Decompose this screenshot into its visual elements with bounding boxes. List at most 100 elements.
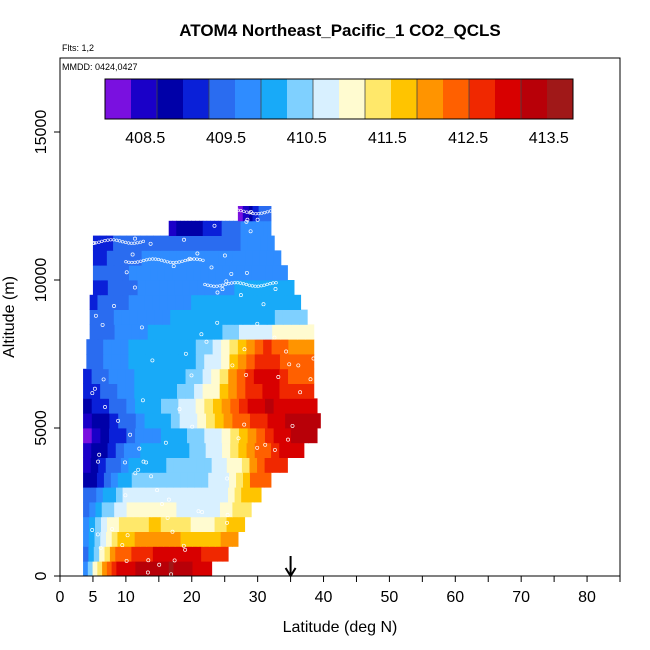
heatmap-cell xyxy=(159,383,170,399)
heatmap-cell xyxy=(117,531,124,547)
heatmap-cell xyxy=(221,428,231,444)
heatmap-cell xyxy=(177,368,187,384)
heatmap-cell xyxy=(264,398,275,414)
heatmap-cell xyxy=(169,531,176,547)
flights-note: Flts: 1,2 xyxy=(62,43,94,53)
heatmap-cell xyxy=(183,294,192,310)
heatmap-cell xyxy=(241,457,251,473)
heatmap-cell xyxy=(91,398,101,414)
heatmap-cell xyxy=(190,546,197,562)
heatmap-cell xyxy=(222,442,231,458)
heatmap-cell xyxy=(296,354,306,370)
heatmap-cell xyxy=(229,265,238,281)
heatmap-cell xyxy=(221,354,231,370)
y-tick-label: 0 xyxy=(33,571,50,580)
heatmap-cell xyxy=(260,235,269,251)
track-point xyxy=(94,241,98,245)
sample-point xyxy=(112,304,116,308)
heatmap-cell xyxy=(121,309,131,325)
heatmap-cell xyxy=(134,383,144,399)
heatmap-cell xyxy=(251,220,257,236)
colorbar-segment xyxy=(105,79,132,119)
heatmap-cell xyxy=(120,294,130,310)
heatmap-cell xyxy=(230,398,240,414)
sample-point xyxy=(124,558,129,563)
heatmap-cell xyxy=(221,339,231,355)
heatmap-cell xyxy=(152,294,161,310)
heatmap-cell xyxy=(100,428,110,444)
track-point xyxy=(242,209,246,213)
colorbar-segment xyxy=(313,79,340,119)
heatmap-cell xyxy=(264,428,275,444)
heatmap-cell xyxy=(284,294,294,310)
heatmap-cell xyxy=(238,428,249,444)
heatmap-cell xyxy=(100,516,108,532)
sample-point xyxy=(255,445,260,450)
heatmap-cell xyxy=(194,383,204,399)
heatmap-cell xyxy=(264,457,273,473)
heatmap-cell xyxy=(91,383,101,399)
heatmap-cell xyxy=(271,354,281,370)
heatmap-cell xyxy=(142,487,150,503)
heatmap-cell xyxy=(220,516,228,532)
heatmap-cell xyxy=(166,235,175,251)
heatmap-cell xyxy=(120,354,130,370)
heatmap-cell xyxy=(191,294,200,310)
heatmap-cell xyxy=(100,413,111,429)
track-point xyxy=(203,282,207,287)
heatmap-cell xyxy=(207,502,215,518)
heatmap-cell xyxy=(91,413,102,429)
heatmap-cell xyxy=(226,280,235,296)
track-point xyxy=(126,241,131,245)
heatmap-cell xyxy=(249,413,260,429)
sample-point xyxy=(238,293,243,298)
dates-note: MMDD: 0424,0427 xyxy=(62,62,138,72)
sample-point xyxy=(215,320,220,325)
heatmap-cell xyxy=(100,531,107,547)
heatmap-cell xyxy=(151,502,159,518)
heatmap-cell xyxy=(97,324,107,340)
heatmap-cell xyxy=(194,309,203,325)
colorbar-segment xyxy=(287,79,314,119)
sample-point xyxy=(225,520,229,525)
heatmap-cell xyxy=(274,309,284,325)
heatmap-cell xyxy=(263,472,272,488)
heatmap-cell xyxy=(106,531,113,547)
heatmap-cell xyxy=(245,368,255,384)
heatmap-cell xyxy=(204,280,213,296)
heatmap-cell xyxy=(136,516,144,532)
heatmap-cell xyxy=(89,324,99,340)
latitude-marker-arrow xyxy=(284,556,297,578)
sample-point xyxy=(224,279,229,284)
heatmap-cell xyxy=(91,442,100,458)
heatmap-cell xyxy=(267,235,275,251)
sample-point xyxy=(261,302,266,307)
heatmap-cell xyxy=(226,516,234,532)
heatmap-cell xyxy=(128,265,137,281)
heatmap-cell xyxy=(125,368,135,384)
heatmap-cell xyxy=(233,220,238,236)
heatmap-cell xyxy=(114,265,123,281)
track-point xyxy=(139,259,143,263)
heatmap-cell xyxy=(277,294,286,310)
heatmap-cell xyxy=(295,442,305,458)
heatmap-cell xyxy=(247,487,255,503)
heatmap-cell xyxy=(286,280,295,296)
heatmap-cell xyxy=(156,442,166,458)
heatmap-cell xyxy=(155,487,163,503)
heatmap-cell xyxy=(113,457,122,473)
sample-point xyxy=(183,547,188,552)
heatmap-cell xyxy=(178,561,184,577)
heatmap-cell xyxy=(128,294,138,310)
heatmap-cell xyxy=(223,413,233,429)
heatmap-cell xyxy=(100,280,109,296)
sample-point xyxy=(155,488,160,493)
sample-point xyxy=(248,229,253,234)
heatmap-cell xyxy=(204,398,214,414)
heatmap-cell xyxy=(220,235,228,251)
heatmap-cell xyxy=(229,472,237,488)
heatmap-cell xyxy=(253,383,263,399)
track-point xyxy=(195,257,199,261)
heatmap-cell xyxy=(96,472,105,488)
heatmap-cell xyxy=(182,280,191,296)
